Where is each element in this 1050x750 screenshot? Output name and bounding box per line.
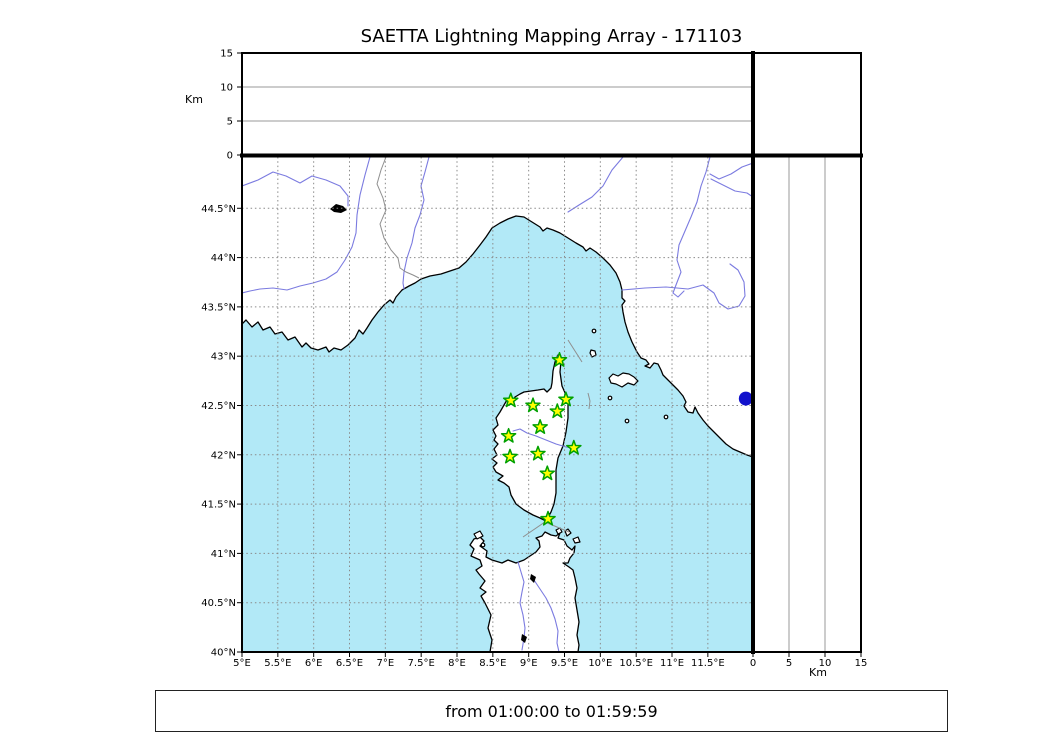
tick-label: 7.5°E	[408, 658, 435, 669]
tick-label: 8°E	[448, 658, 466, 669]
lma-station-star	[532, 419, 548, 434]
tick-label: 15	[855, 658, 868, 669]
river	[517, 561, 526, 651]
river	[533, 579, 560, 652]
tick-label: 0	[750, 658, 756, 669]
tick-label: 0	[227, 151, 233, 162]
axis-tick-labels: 5°E 5.5°E 6°E 6.5°E 7°E 7.5°E 8°E 8.5°E 9°E 9.5°E…	[201, 49, 867, 670]
tick-label: 11°E	[660, 658, 684, 669]
tick-label: 5	[227, 117, 233, 128]
islet-dot	[591, 328, 597, 334]
river	[567, 157, 624, 213]
altitude-axis-label-left: Km	[185, 93, 203, 106]
lake	[521, 634, 527, 643]
river	[672, 157, 711, 298]
river	[710, 178, 753, 198]
map-panel	[242, 157, 753, 652]
tick-label: 9.5°E	[551, 658, 578, 669]
tick-label: 7°E	[376, 658, 394, 669]
altitude-panels	[242, 86, 826, 652]
chart-title: SAETTA Lightning Mapping Array - 171103	[360, 26, 743, 47]
tick-label: 9°E	[520, 658, 538, 669]
time-window-box: from 01:00:00 to 01:59:59	[155, 690, 948, 732]
tick-label: 10°E	[588, 658, 612, 669]
tick-label: 10	[220, 83, 233, 94]
maritime-boundary-line	[567, 339, 583, 363]
tick-label: 5	[786, 658, 792, 669]
river	[402, 157, 430, 290]
panel-frames	[237, 51, 863, 657]
tick-label: 41°N	[211, 549, 236, 560]
lake	[530, 574, 536, 583]
river	[709, 162, 753, 180]
tick-label: 15	[220, 49, 233, 60]
lma-station-star	[566, 439, 582, 455]
tick-label: 42.5°N	[201, 401, 236, 412]
islet-dot	[663, 414, 669, 420]
islet-dot	[607, 395, 613, 401]
lma-station-star	[530, 445, 546, 461]
small-island	[608, 372, 639, 388]
lma-station-star	[502, 448, 518, 464]
river	[621, 263, 746, 310]
tick-label: 43°N	[211, 352, 236, 363]
sardinia-island	[469, 531, 580, 652]
small-island	[572, 536, 581, 544]
tick-label: 6.5°E	[336, 658, 363, 669]
tick-label: 40.5°N	[201, 598, 236, 609]
tick-label: 5°E	[233, 658, 251, 669]
tick-label: 10.5°E	[619, 658, 653, 669]
tick-label: 44°N	[211, 253, 236, 264]
islet-dot	[480, 542, 486, 548]
tick-label: 8.5°E	[479, 658, 506, 669]
lma-station-star	[539, 465, 556, 481]
tick-label: 10	[819, 658, 832, 669]
river	[242, 171, 349, 207]
tick-label: 43.5°N	[201, 302, 236, 313]
map-gridlines	[242, 157, 753, 652]
mainland-landmass	[242, 157, 753, 457]
time-window-text: from 01:00:00 to 01:59:59	[445, 701, 658, 721]
small-island	[555, 527, 563, 535]
lma-station-star	[500, 427, 517, 443]
altitude-axis-label-bottom: Km	[809, 666, 827, 679]
lma-station-star	[549, 403, 566, 419]
tick-label: 11.5°E	[691, 658, 725, 669]
tick-label: 44.5°N	[201, 204, 236, 215]
lma-station-star	[525, 397, 541, 413]
islet-dot	[624, 418, 630, 424]
lma-station-star	[540, 510, 556, 526]
country-border	[376, 157, 420, 279]
lightning-source-markers	[738, 391, 753, 406]
maritime-boundary-line	[587, 392, 591, 410]
mainland-coastline	[242, 215, 753, 458]
lake	[330, 204, 347, 213]
tick-label: 41.5°N	[201, 500, 236, 511]
tick-label: 40°N	[211, 648, 236, 659]
river	[242, 157, 371, 294]
tick-label: 6°E	[305, 658, 323, 669]
lightning-source-dot	[738, 391, 753, 406]
tick-label: 5.5°E	[264, 658, 291, 669]
small-island	[589, 349, 597, 358]
small-island	[473, 530, 484, 540]
lma-station-star	[502, 392, 519, 408]
lma-station-star	[551, 351, 568, 367]
station-markers	[500, 351, 582, 526]
lma-station-star	[558, 391, 574, 407]
tick-label: 42°N	[211, 450, 236, 461]
